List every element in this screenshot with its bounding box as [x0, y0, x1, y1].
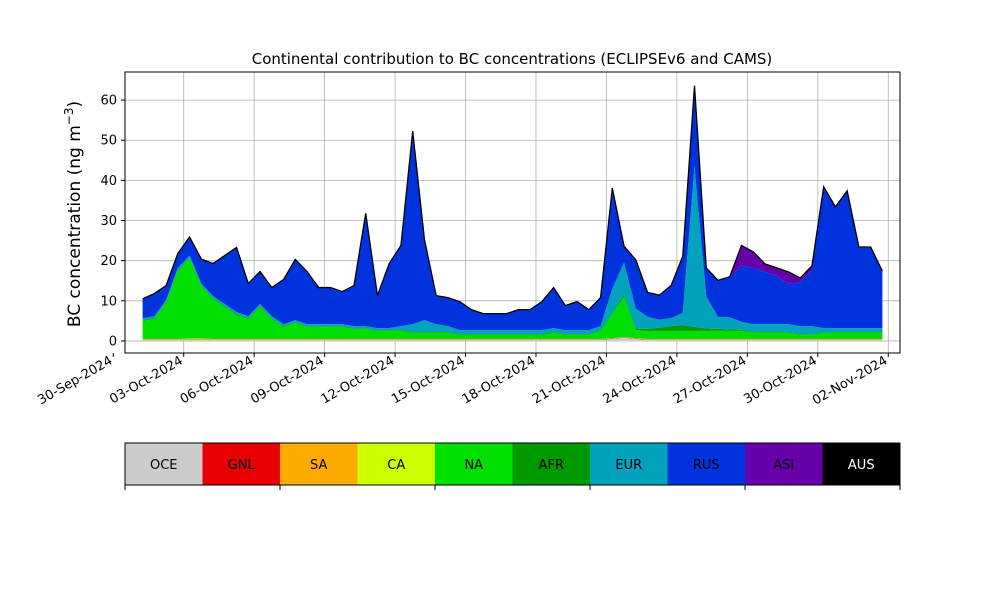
y-axis-label-main: BC concentration (ng m	[65, 125, 85, 327]
legend-label: GNL	[228, 458, 256, 473]
y-tick-label: 30	[100, 214, 117, 229]
legend-frame	[124, 442, 901, 486]
legend-item-na: NA	[435, 443, 513, 485]
area-ca	[142, 336, 883, 340]
y-axis-label: BC concentration (ng m−3)	[62, 101, 85, 327]
legend-swatch	[745, 443, 823, 485]
legend-swatch	[435, 443, 513, 485]
y-axis-label-close: )	[65, 101, 85, 108]
x-tick-label: 18-Oct-2024	[460, 353, 538, 407]
legend-swatch	[667, 443, 745, 485]
legend-swatch	[280, 443, 358, 485]
x-tick-label: 27-Oct-2024	[671, 353, 749, 407]
x-tick-label: 12-Oct-2024	[319, 353, 397, 407]
legend-label: AFR	[539, 458, 564, 473]
legend-label: CA	[387, 458, 405, 473]
legend-item-rus: RUS	[667, 443, 745, 485]
legend-swatch	[125, 443, 203, 485]
legend-label: AUS	[848, 458, 875, 473]
legend-item-afr: AFR	[512, 443, 590, 485]
plot-frame	[124, 71, 901, 354]
legend-swatch	[822, 443, 900, 485]
legend-item-eur: EUR	[590, 443, 668, 485]
x-tick-label: 30-Sep-2024	[35, 353, 115, 408]
legend-item-oce: OCE	[125, 443, 203, 485]
y-tick-label: 40	[100, 174, 117, 189]
legend-label: OCE	[150, 458, 178, 473]
legend-label: ASI	[773, 458, 794, 473]
area-gnl	[142, 337, 883, 340]
y-tick-label: 0	[109, 334, 117, 349]
x-tick-label: 09-Oct-2024	[248, 353, 326, 407]
x-tick-label: 24-Oct-2024	[601, 353, 679, 407]
legend-item-sa: SA	[280, 443, 358, 485]
area-rus	[142, 86, 883, 331]
axes: 0 10 20 30 40 50 60 30-Sep-202403-Oct-202406-Oc…	[35, 71, 901, 408]
total-outline	[142, 85, 883, 315]
area-oce	[142, 337, 883, 341]
x-tick-label: 06-Oct-2024	[178, 353, 256, 407]
x-tick-label: 15-Oct-2024	[389, 353, 467, 407]
x-tick-label: 21-Oct-2024	[530, 353, 608, 407]
legend-label: EUR	[615, 458, 642, 473]
y-axis-label-sup: −3	[62, 107, 76, 125]
legend-label: NA	[464, 458, 483, 473]
legend-item-asi: ASI	[745, 443, 823, 485]
chart-title: Continental contribution to BC concentra…	[252, 50, 773, 68]
legend-item-gnl: GNL	[202, 443, 280, 485]
legend-swatch	[357, 443, 435, 485]
y-tick-label: 10	[100, 294, 117, 309]
legend-swatch	[512, 443, 590, 485]
x-tick-label: 03-Oct-2024	[107, 353, 185, 407]
legend-swatch	[202, 443, 280, 485]
x-tick-label: 30-Oct-2024	[741, 353, 819, 407]
y-tick-label: 20	[100, 254, 117, 269]
legend: OCE GNL SA CA NA AFR EUR RUS ASI AUS	[124, 442, 901, 490]
y-tick-label: 60	[100, 94, 117, 109]
area-eur	[142, 166, 883, 335]
legend-label: RUS	[693, 458, 720, 473]
stacked-areas	[142, 85, 883, 341]
area-na	[142, 258, 883, 339]
legend-item-aus: AUS	[822, 443, 900, 485]
legend-label: SA	[310, 458, 327, 473]
x-tick-label: 02-Nov-2024	[810, 353, 890, 408]
legend-swatch	[590, 443, 668, 485]
legend-item-ca: CA	[357, 443, 435, 485]
y-tick-label: 50	[100, 134, 117, 149]
